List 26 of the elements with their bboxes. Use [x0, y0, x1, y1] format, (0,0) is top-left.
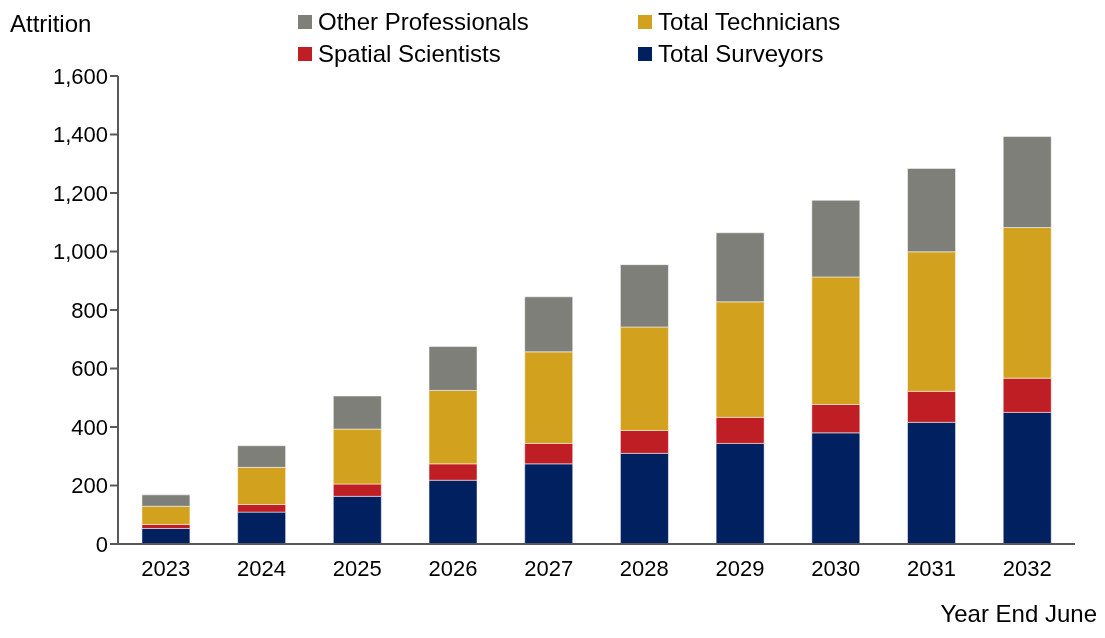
x-tick-label: 2030 [811, 555, 861, 581]
y-tick-label: 1,000 [52, 239, 108, 265]
x-tick-label: 2025 [332, 555, 382, 581]
legend-label: Other Professionals [318, 8, 529, 36]
y-tick-label: 1,200 [52, 180, 108, 206]
y-tick-label: 1,600 [52, 63, 108, 89]
legend-label: Total Surveyors [658, 40, 824, 68]
y-tick-label: 0 [95, 531, 108, 557]
y-axis-title: Attrition [10, 10, 92, 38]
x-tick-label: 2026 [428, 555, 478, 581]
x-tick-label: 2032 [1002, 555, 1052, 581]
y-tick-label: 1,400 [52, 122, 108, 148]
x-tick-label: 2027 [524, 555, 574, 581]
y-tick-label: 400 [71, 414, 108, 440]
x-tick-label: 2028 [619, 555, 669, 581]
x-tick-label: 2029 [715, 555, 765, 581]
x-tick-label: 2023 [141, 555, 191, 581]
x-tick-label: 2031 [906, 555, 956, 581]
x-tick-label: 2024 [237, 555, 287, 581]
y-tick-label: 800 [71, 297, 108, 323]
legend-label: Spatial Scientists [318, 40, 501, 68]
y-tick-label: 600 [71, 356, 108, 382]
bar [141, 528, 191, 544]
x-axis-title: Year End June [940, 600, 1097, 628]
y-tick-label: 200 [71, 473, 108, 499]
legend-label: Total Technicians [658, 8, 841, 36]
